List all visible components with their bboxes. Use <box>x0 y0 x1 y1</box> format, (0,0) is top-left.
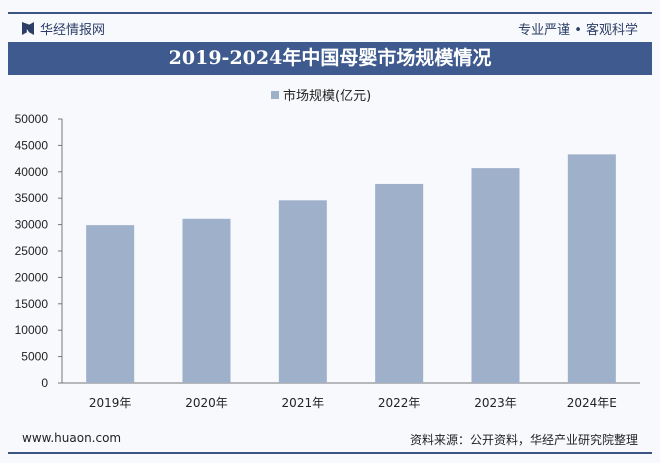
chart-title: 2019-2024年中国母婴市场规模情况 <box>8 42 652 75</box>
x-tick-label: 2022年 <box>378 396 421 410</box>
y-tick-label: 0 <box>41 376 48 390</box>
y-tick-label: 20000 <box>15 270 49 284</box>
brand-name: 华经情报网 <box>40 23 106 38</box>
legend-swatch <box>271 91 279 99</box>
bar <box>471 168 520 383</box>
website-link[interactable]: www.huaon.com <box>22 431 122 445</box>
y-tick-label: 25000 <box>15 244 49 258</box>
y-tick-label: 40000 <box>15 165 49 179</box>
y-tick-label: 45000 <box>15 138 49 152</box>
top-divider <box>8 12 652 14</box>
x-tick-label: 2024年E <box>567 396 617 410</box>
x-tick-label: 2019年 <box>89 396 132 410</box>
source-note: 资料来源：公开资料，华经产业研究院整理 <box>409 433 638 447</box>
legend-label: 市场规模(亿元) <box>283 88 371 104</box>
logo-icon <box>22 22 34 35</box>
bar <box>86 225 135 383</box>
bar <box>567 154 616 383</box>
y-tick-label: 15000 <box>15 297 49 311</box>
y-tick-label: 5000 <box>21 350 48 364</box>
y-tick-label: 35000 <box>15 191 49 205</box>
bottom-divider <box>8 452 652 454</box>
bar <box>182 218 231 383</box>
x-tick-label: 2021年 <box>282 396 325 410</box>
brand: 华经情报网 <box>22 19 105 38</box>
x-tick-label: 2023年 <box>474 396 517 410</box>
y-tick-label: 50000 <box>15 112 49 126</box>
y-tick-label: 30000 <box>15 218 49 232</box>
bar <box>278 200 327 383</box>
bar <box>375 183 424 383</box>
y-tick-label: 10000 <box>15 323 49 337</box>
slogan: 专业严谨 • 客观科学 <box>518 23 638 38</box>
x-tick-label: 2020年 <box>185 396 228 410</box>
